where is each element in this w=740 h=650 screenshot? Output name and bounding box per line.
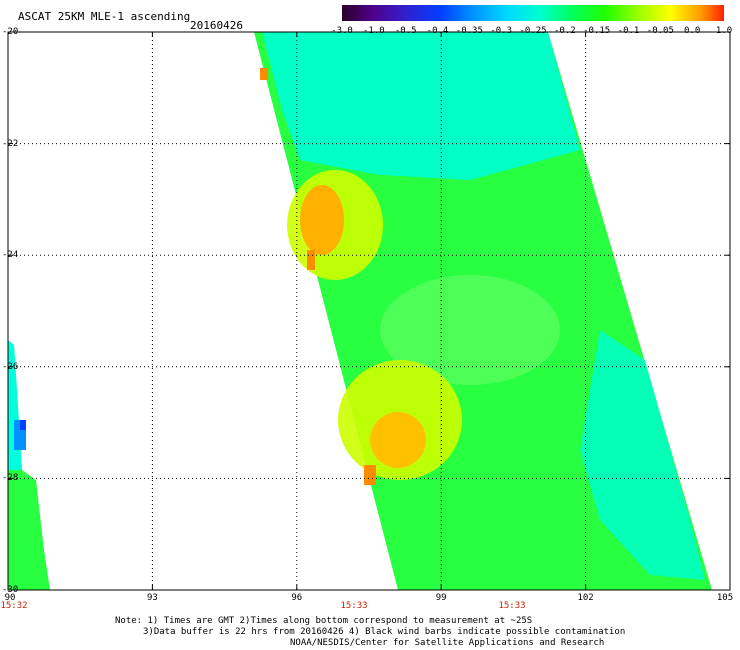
colorbar-tick-label: 1.0 [715,26,733,36]
lon-label: 90 [4,593,16,603]
map-date: 20160426 [190,19,243,32]
left-swath-blue-dark [20,420,26,430]
lon-label: 105 [716,593,734,603]
swath-orange-edge [364,465,376,485]
colorbar-tick-label: -0.3 [490,26,512,36]
lat-label: -30 [2,585,19,595]
note-line-3: NOAA/NESDIS/Center for Satellite Applica… [290,638,605,648]
note-line-2: 3)Data buffer is 22 hrs from 20160426 4)… [143,627,626,637]
lon-label: 93 [146,593,158,603]
swath-orange-edge-north [260,68,268,80]
swath-orange-north [300,185,344,255]
left-swath-cyan [8,340,22,470]
time-label: 15:32 [0,601,28,611]
colorbar-tick-label: -0.05 [646,26,674,36]
lat-label: -22 [2,138,19,149]
lon-label: 102 [577,593,594,603]
lat-label: -24 [2,250,19,261]
lon-label: 99 [435,593,447,603]
axis-ticks [7,31,731,591]
lat-label: -20 [2,27,19,37]
colorbar-tick-label: -0.5 [394,26,417,36]
swath-cyan-southeast [580,330,705,580]
lat-label: -26 [2,361,19,372]
swath-lightgreen-mid [380,275,560,385]
swath-cyan-north [262,32,580,180]
note-line-1: Note: 1) Times are GMT 2)Times along bot… [115,616,533,626]
swath-orange-edge-mid [307,250,315,270]
colorbar [342,5,724,21]
swath-data [8,32,712,590]
colorbar-tick-label: -0.2 [553,26,576,36]
left-swath [8,340,50,590]
grid-lines [8,32,730,590]
lon-label: 96 [291,593,303,603]
time-label: 15:33 [340,601,368,611]
lat-label: -28 [2,473,19,484]
time-label: 15:33 [498,601,526,611]
colorbar-tick-label: -0.1 [617,26,640,36]
map-title: ASCAT 25KM MLE-1 ascending [18,10,191,23]
colorbar-tick-label: -0.4 [426,26,449,36]
colorbar-tick-label: -1.0 [362,26,385,36]
colorbar-tick-label: -0.25 [519,26,547,36]
colorbar-tick-label: -0.15 [583,26,611,36]
plot-frame [7,31,731,591]
colorbar-tick-label: -3.0 [331,26,353,36]
swath-orange-south [370,412,426,468]
colorbar-tick-label: 0.0 [684,26,701,36]
colorbar-tick-label: -0.35 [455,26,483,36]
